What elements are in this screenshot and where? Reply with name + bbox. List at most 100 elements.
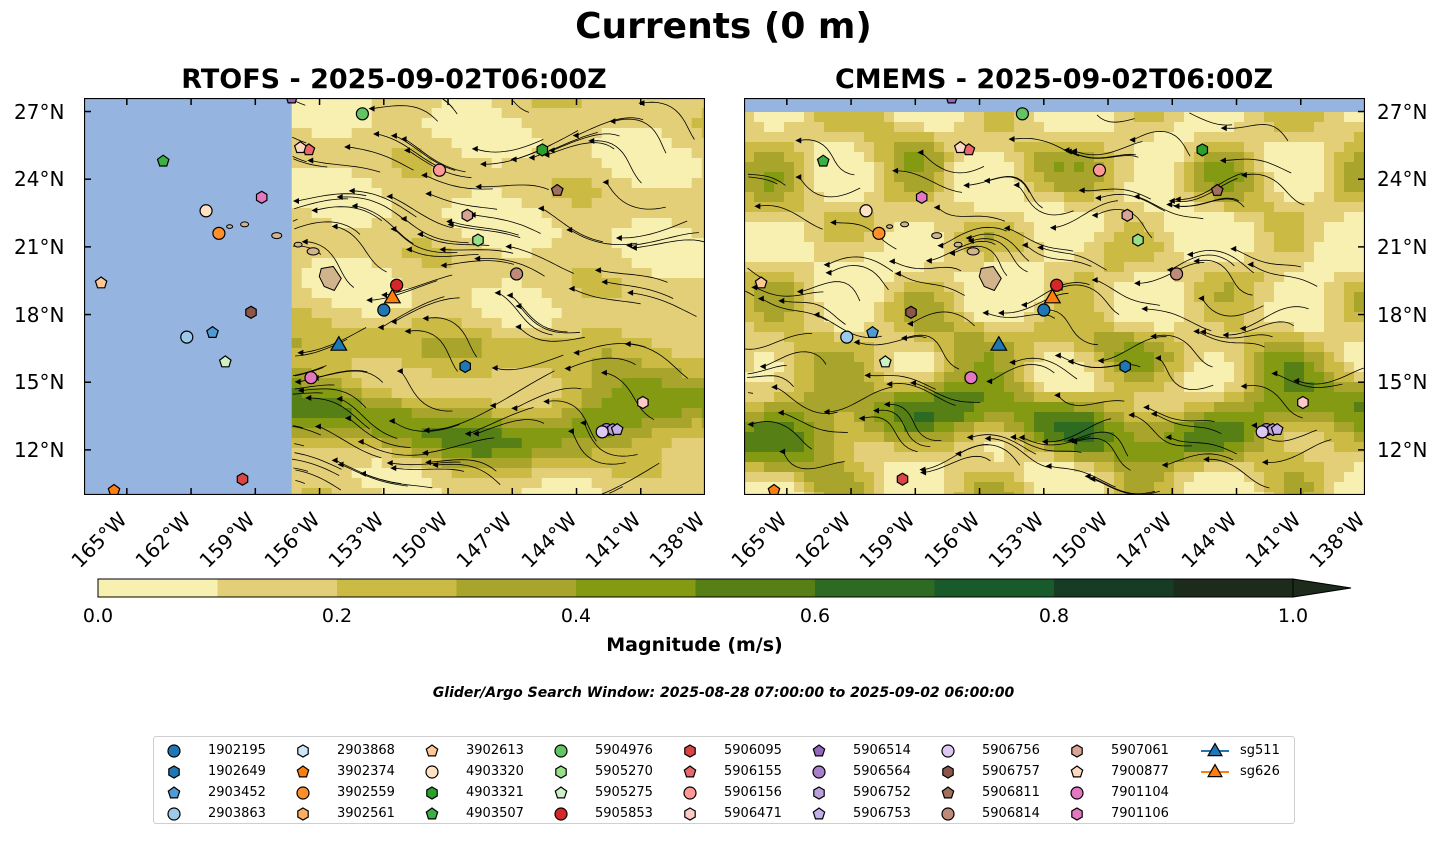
- legend-marker-5906155: [683, 765, 697, 778]
- float-1902195-marker: [1037, 303, 1051, 317]
- float-5904976-marker: [1015, 107, 1029, 121]
- legend-marker-5906756: [941, 744, 955, 758]
- legend-label: 5906155: [724, 764, 782, 779]
- colorbar: [97, 578, 1352, 598]
- figure-title: Currents (0 m): [575, 6, 872, 47]
- legend-marker-5906752: [813, 786, 825, 800]
- legend-marker-3902613: [425, 744, 439, 757]
- float-7901106-marker: [255, 190, 268, 204]
- float-sg626-marker: [1043, 288, 1062, 304]
- legend-marker-7901104: [1070, 786, 1084, 800]
- float-sg626-marker: [383, 288, 402, 304]
- float-5905275-marker: [218, 355, 232, 368]
- legend-label: 5906564: [853, 764, 911, 779]
- float-2903452-marker: [206, 325, 219, 338]
- colorbar-tick-2: 0.4: [560, 605, 592, 627]
- lon-label-6: 147°W: [1111, 507, 1177, 573]
- lat-label-4: 15°N: [14, 370, 65, 395]
- colorbar-segment-2: [337, 579, 457, 597]
- float-5906514-marker: [945, 98, 958, 104]
- float-5906757-marker: [245, 305, 257, 319]
- legend-marker-4903507: [425, 807, 439, 820]
- float-1902649-marker: [1119, 359, 1131, 374]
- legend-label: 7901106: [1111, 806, 1169, 821]
- lat-label-5: 12°N: [1377, 437, 1428, 462]
- colorbar-segment-9: [1173, 579, 1294, 597]
- colorbar-extend-arrow: [1292, 578, 1352, 598]
- float-5906471-marker: [637, 395, 649, 410]
- legend-marker-2903452: [167, 786, 181, 799]
- float-4903321-marker: [536, 143, 549, 157]
- colorbar-segment-6: [815, 579, 935, 597]
- lon-label-4: 153°W: [323, 507, 389, 573]
- float-4903507-marker: [816, 154, 830, 167]
- float-2903452-marker: [866, 325, 879, 338]
- lon-label-8: 141°W: [580, 507, 646, 573]
- legend-marker-5905270: [555, 765, 567, 779]
- legend-marker-sg511: [1207, 742, 1223, 757]
- float-3902374-marker: [767, 483, 781, 495]
- float-7901104-marker: [964, 371, 978, 385]
- float-5906753-marker: [610, 422, 624, 435]
- legend-label: 3902561: [337, 806, 395, 821]
- right-streamlines: [744, 112, 1364, 495]
- lat-label-2: 21°N: [14, 234, 65, 259]
- legend-marker-5906156: [683, 786, 697, 800]
- legend-label: 5906811: [982, 785, 1040, 800]
- rtofs-map-panel: [84, 98, 705, 495]
- legend-label: 5906753: [853, 806, 911, 821]
- right-hawaii-islands: [886, 221, 1002, 292]
- float-5906811-marker: [1210, 183, 1224, 196]
- float-7900877-marker: [953, 140, 967, 154]
- legend-marker-sg626: [1207, 763, 1223, 778]
- float-3902613-marker: [754, 276, 768, 289]
- legend-label: 5905853: [595, 806, 653, 821]
- lat-label-0: 27°N: [14, 99, 65, 124]
- legend-marker-5906095: [684, 744, 696, 758]
- lon-label-2: 159°W: [854, 507, 920, 573]
- colorbar-tick-4: 0.8: [1038, 605, 1070, 627]
- float-5906156-marker: [1092, 163, 1107, 177]
- lon-label-3: 156°W: [259, 507, 325, 573]
- colorbar-tick-0: 0.0: [82, 605, 114, 627]
- legend-label: 7901104: [1111, 785, 1169, 800]
- legend-marker-5906514: [812, 744, 826, 757]
- lat-label-0: 27°N: [1377, 99, 1428, 124]
- lon-label-3: 156°W: [919, 507, 985, 573]
- float-5906095-marker: [236, 472, 249, 486]
- legend-marker-5905853: [554, 807, 568, 821]
- float-sg511-marker: [989, 335, 1008, 351]
- legend-label: 5905275: [595, 785, 653, 800]
- float-5906756-marker: [1255, 425, 1269, 439]
- lat-label-1: 24°N: [14, 167, 65, 192]
- legend-label: 4903507: [466, 806, 524, 821]
- lon-label-0: 165°W: [66, 507, 132, 573]
- legend-label: 5906514: [853, 743, 911, 758]
- lat-label-3: 18°N: [1377, 302, 1428, 327]
- float-5906757-marker: [905, 305, 917, 319]
- legend-marker-5906811: [941, 786, 955, 799]
- left-panel-title: RTOFS - 2025-09-02T06:00Z: [181, 64, 607, 95]
- colorbar-segment-5: [695, 579, 816, 597]
- float-5906756-marker: [595, 425, 609, 439]
- colorbar-segment-8: [1054, 579, 1174, 597]
- lon-label-7: 144°W: [515, 507, 582, 573]
- legend-marker-5904976: [554, 744, 568, 758]
- float-5905270-marker: [472, 233, 484, 247]
- legend-label: 2903863: [208, 806, 266, 821]
- legend-label: 5906156: [724, 785, 782, 800]
- float-7901106-marker: [915, 190, 928, 204]
- legend-marker-5906753: [812, 807, 826, 820]
- float-5906095-marker: [896, 472, 909, 486]
- float-5906471-marker: [1297, 395, 1309, 410]
- lat-label-1: 24°N: [1377, 167, 1428, 192]
- lat-label-2: 21°N: [1377, 234, 1428, 259]
- float-7901104-marker: [304, 371, 318, 385]
- colorbar-segment-7: [934, 579, 1055, 597]
- float-2903863-marker: [840, 330, 854, 344]
- legend-label: 5906756: [982, 743, 1040, 758]
- legend-marker-3902559: [296, 786, 310, 800]
- left-hawaii-islands: [226, 221, 342, 292]
- legend-label: 5904976: [595, 743, 653, 758]
- lon-label-5: 150°W: [387, 507, 453, 573]
